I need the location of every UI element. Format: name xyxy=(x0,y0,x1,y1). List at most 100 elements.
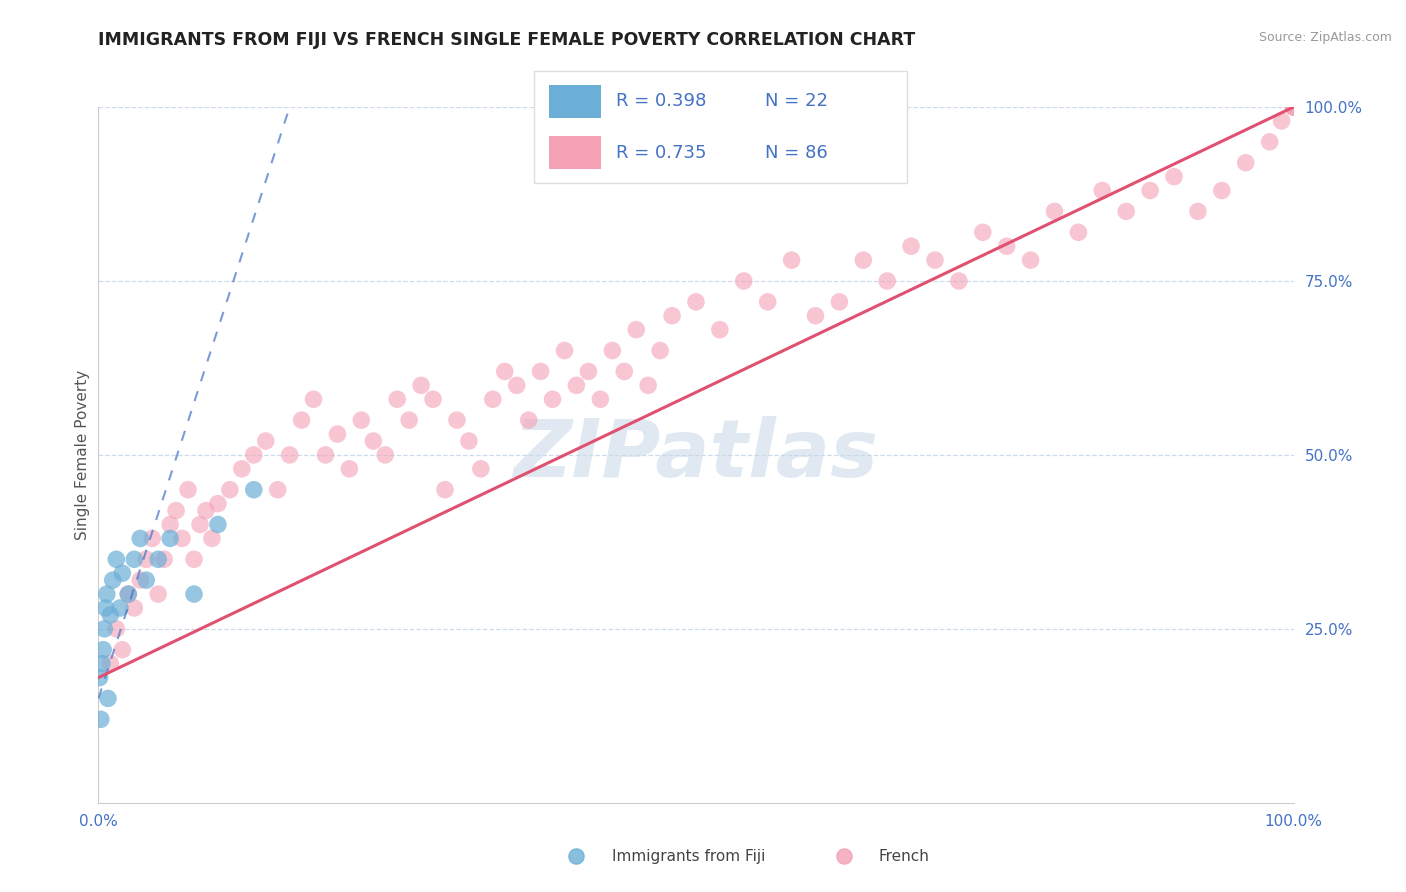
Point xyxy=(172,532,194,546)
Text: Immigrants from Fiji: Immigrants from Fiji xyxy=(612,849,765,863)
Point xyxy=(315,448,337,462)
Point xyxy=(828,294,851,309)
Point xyxy=(91,642,114,657)
Point xyxy=(470,462,492,476)
Point xyxy=(90,712,112,726)
Point xyxy=(1139,184,1161,198)
Point xyxy=(1091,184,1114,198)
Point xyxy=(494,364,516,378)
Point xyxy=(972,225,994,239)
Point xyxy=(219,483,242,497)
Point xyxy=(995,239,1018,253)
Point xyxy=(350,413,373,427)
Text: ZIPatlas: ZIPatlas xyxy=(513,416,879,494)
Point xyxy=(517,413,540,427)
Point xyxy=(194,503,217,517)
Point xyxy=(326,427,349,442)
Point xyxy=(600,343,623,358)
Point xyxy=(98,607,122,622)
Bar xyxy=(550,85,602,119)
Bar xyxy=(550,136,602,169)
Point xyxy=(231,462,253,476)
Point xyxy=(1163,169,1185,184)
Point xyxy=(398,413,420,427)
Point xyxy=(207,517,229,532)
Point xyxy=(153,552,176,566)
Point xyxy=(900,239,922,253)
Point xyxy=(124,552,146,566)
Point xyxy=(117,587,139,601)
Point xyxy=(506,378,529,392)
Point xyxy=(97,691,120,706)
Point xyxy=(948,274,970,288)
Point xyxy=(613,364,636,378)
Point xyxy=(148,552,170,566)
Point xyxy=(337,462,360,476)
Point xyxy=(733,274,755,288)
Point xyxy=(1282,100,1305,114)
Point xyxy=(201,532,224,546)
Text: R = 0.735: R = 0.735 xyxy=(616,144,707,161)
Point xyxy=(565,849,588,863)
Point xyxy=(135,552,157,566)
Point xyxy=(183,552,205,566)
Text: N = 86: N = 86 xyxy=(765,144,828,161)
Point xyxy=(709,323,731,337)
Point xyxy=(98,657,122,671)
Point xyxy=(1211,184,1233,198)
Point xyxy=(117,587,139,601)
Point xyxy=(780,253,803,268)
Point xyxy=(1043,204,1066,219)
Point xyxy=(105,552,128,566)
Text: N = 22: N = 22 xyxy=(765,93,828,111)
Point xyxy=(242,483,264,497)
FancyBboxPatch shape xyxy=(534,71,907,183)
Point xyxy=(159,517,181,532)
Point xyxy=(1258,135,1281,149)
Point xyxy=(576,364,599,378)
Point xyxy=(637,378,659,392)
Point xyxy=(541,392,564,407)
Point xyxy=(94,601,117,615)
Point xyxy=(554,343,576,358)
Point xyxy=(446,413,468,427)
Point xyxy=(183,587,205,601)
Point xyxy=(411,378,433,392)
Point xyxy=(96,587,118,601)
Point xyxy=(648,343,672,358)
Point xyxy=(624,323,647,337)
Point xyxy=(111,566,134,581)
Point xyxy=(148,587,170,601)
Point xyxy=(124,601,146,615)
Point xyxy=(565,378,588,392)
Point xyxy=(804,309,827,323)
Point xyxy=(129,532,152,546)
Point xyxy=(207,497,229,511)
Text: French: French xyxy=(879,849,929,863)
Point xyxy=(89,671,111,685)
Text: R = 0.398: R = 0.398 xyxy=(616,93,707,111)
Point xyxy=(91,657,114,671)
Point xyxy=(254,434,277,448)
Point xyxy=(832,849,855,863)
Point xyxy=(1282,100,1305,114)
Point xyxy=(481,392,505,407)
Point xyxy=(374,448,396,462)
Point xyxy=(924,253,946,268)
Point xyxy=(529,364,551,378)
Text: IMMIGRANTS FROM FIJI VS FRENCH SINGLE FEMALE POVERTY CORRELATION CHART: IMMIGRANTS FROM FIJI VS FRENCH SINGLE FE… xyxy=(98,31,915,49)
Point xyxy=(302,392,325,407)
Point xyxy=(363,434,385,448)
Point xyxy=(1187,204,1209,219)
Point xyxy=(105,622,128,636)
Point xyxy=(1282,100,1305,114)
Y-axis label: Single Female Poverty: Single Female Poverty xyxy=(75,370,90,540)
Point xyxy=(876,274,898,288)
Point xyxy=(661,309,683,323)
Point xyxy=(1271,114,1294,128)
Point xyxy=(290,413,312,427)
Point xyxy=(141,532,163,546)
Point xyxy=(1019,253,1042,268)
Point xyxy=(385,392,409,407)
Point xyxy=(1234,155,1257,169)
